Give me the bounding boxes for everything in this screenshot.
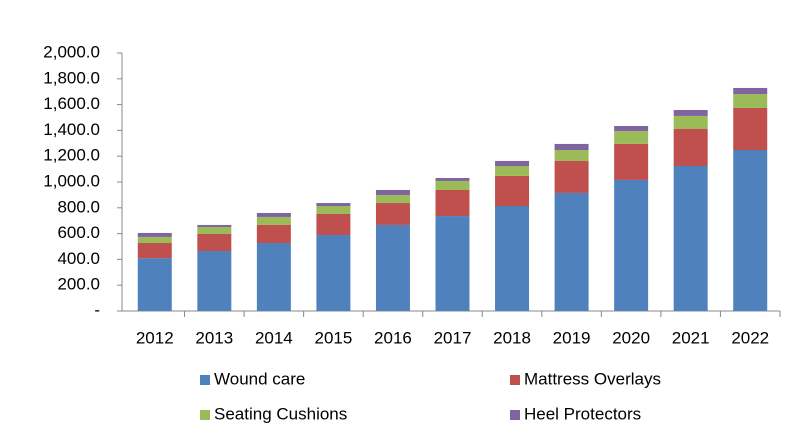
x-tick-label: 2018 — [493, 328, 531, 347]
bar-segment — [495, 175, 530, 206]
bar-segment — [137, 243, 172, 259]
bar-segment — [197, 224, 232, 228]
bar-segment — [137, 232, 172, 237]
x-tick-label: 2012 — [136, 328, 174, 347]
bar-segment — [435, 189, 470, 217]
bar-segment — [375, 189, 410, 196]
legend-label: Wound care — [214, 369, 305, 388]
y-tick-label: 1,800.0 — [43, 68, 100, 87]
bar-segment — [316, 203, 351, 206]
bar-segment — [733, 94, 768, 108]
y-tick-label: - — [94, 300, 100, 319]
y-tick-label: 2,000.0 — [43, 42, 100, 61]
bar-segment — [375, 195, 410, 204]
y-tick-label: 1,400.0 — [43, 120, 100, 139]
legend-swatch — [510, 375, 520, 385]
legend-label: Seating Cushions — [214, 404, 347, 423]
bar-segment — [316, 235, 351, 311]
bar-segment — [435, 178, 470, 181]
x-tick-label: 2022 — [731, 328, 769, 347]
bar-segment — [554, 192, 589, 311]
x-tick-label: 2014 — [255, 328, 293, 347]
y-tick-label: 200.0 — [57, 275, 100, 294]
bar-segment — [495, 160, 530, 167]
y-tick-label: 400.0 — [57, 249, 100, 268]
y-tick-label: 600.0 — [57, 223, 100, 242]
bar-segment — [197, 251, 232, 311]
y-tick-label: 1,600.0 — [43, 94, 100, 113]
bar-segment — [673, 166, 708, 311]
bar-segment — [673, 110, 708, 116]
y-tick-label: 800.0 — [57, 197, 100, 216]
bar-segment — [673, 128, 708, 167]
y-tick-label: 1,000.0 — [43, 171, 100, 190]
bar-segment — [733, 150, 768, 311]
bar-segment — [435, 216, 470, 311]
bar-segment — [554, 160, 589, 193]
bar-segment — [256, 224, 291, 244]
bar-segment — [614, 179, 649, 311]
bar-segment — [256, 212, 291, 217]
bar-segment — [733, 87, 768, 95]
bar-segment — [614, 143, 649, 180]
bar-segment — [375, 224, 410, 311]
bar-segment — [137, 258, 172, 311]
bar-segment — [614, 131, 649, 144]
bar-segment — [673, 115, 708, 129]
legend-swatch — [200, 375, 210, 385]
bar-segment — [733, 107, 768, 151]
bar-segment — [316, 205, 351, 214]
bar-segment — [495, 166, 530, 176]
legend-label: Mattress Overlays — [524, 369, 661, 388]
bar-segment — [614, 126, 649, 132]
x-tick-label: 2013 — [195, 328, 233, 347]
legend-swatch — [200, 410, 210, 420]
legend-swatch — [510, 410, 520, 420]
bar-segment — [256, 243, 291, 311]
legend-label: Heel Protectors — [524, 404, 641, 423]
bar-segment — [554, 150, 589, 161]
bar-segment — [197, 233, 232, 252]
x-tick-label: 2019 — [553, 328, 591, 347]
bar-segment — [554, 143, 589, 151]
bar-segment — [256, 216, 291, 225]
bar-segment — [316, 213, 351, 236]
x-tick-label: 2017 — [434, 328, 472, 347]
y-tick-label: 1,200.0 — [43, 146, 100, 165]
x-tick-label: 2020 — [612, 328, 650, 347]
x-tick-label: 2015 — [314, 328, 352, 347]
bar-segment — [137, 236, 172, 244]
bar-segment — [435, 180, 470, 190]
bar-segment — [197, 227, 232, 234]
x-tick-label: 2021 — [672, 328, 710, 347]
x-tick-label: 2016 — [374, 328, 412, 347]
bar-segment — [495, 205, 530, 311]
bar-segment — [375, 203, 410, 225]
